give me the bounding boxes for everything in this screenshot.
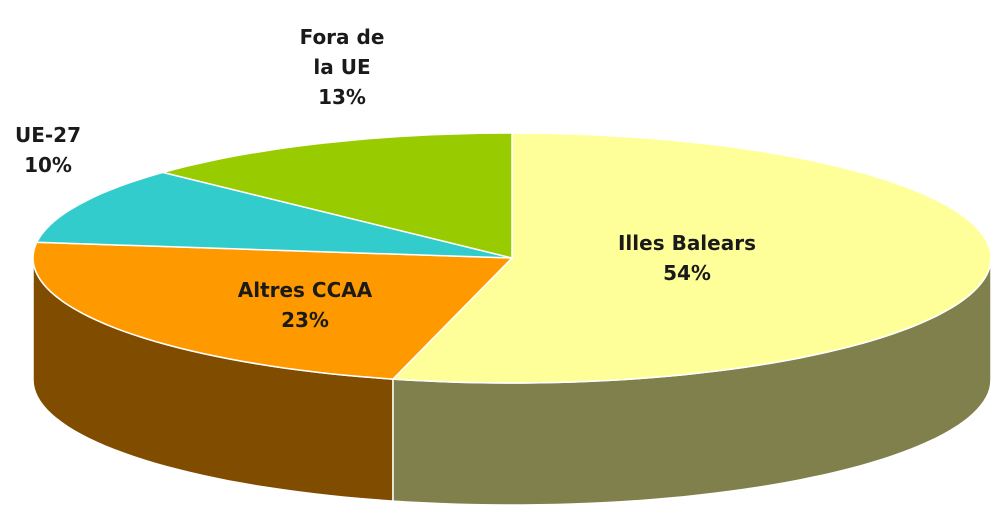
data-label: Altres CCAA 23% [155,275,455,335]
value-label: 54% [663,261,711,285]
data-label: Fora de la UE 13% [287,22,397,112]
value-label: 10% [24,153,72,177]
value-label: 13% [318,85,366,109]
category-label: Illes Balears [617,231,756,255]
slice [32,241,514,380]
slice [391,132,992,384]
slice [35,171,513,259]
category-label: UE-27 [14,123,82,147]
slice [162,132,513,259]
category-label: Altres CCAA [237,278,373,302]
value-label: 23% [281,308,329,332]
data-label: Illes Balears 54% [537,228,837,288]
category-label: Fora de la UE [299,25,385,79]
data-label: UE-27 10% [0,120,108,180]
